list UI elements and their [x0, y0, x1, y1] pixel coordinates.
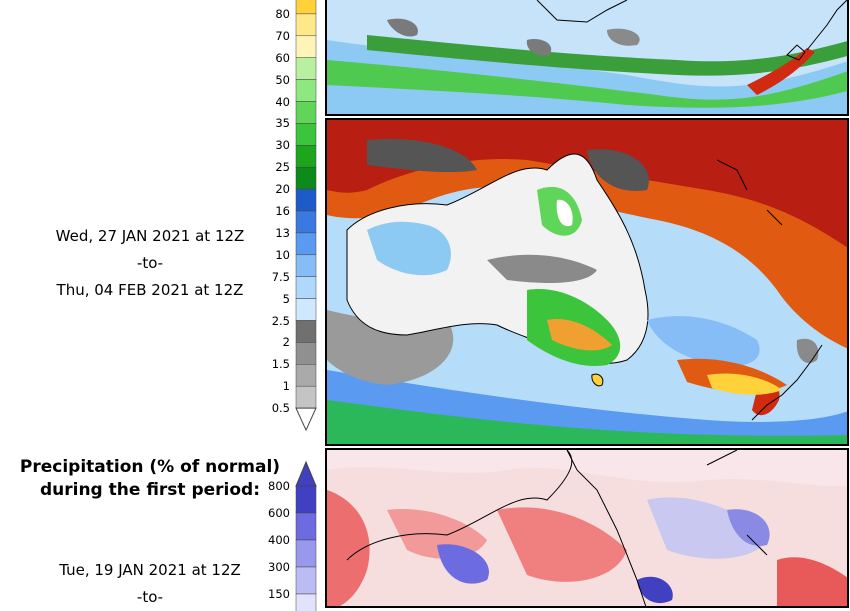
first-period-from: Tue, 19 JAN 2021 at 12Z — [59, 561, 241, 579]
colorbar-tick-label: 13 — [275, 225, 290, 240]
colorbar-segment — [295, 485, 317, 514]
colorbar-tick-label: 10 — [275, 247, 290, 262]
colorbar-segment — [295, 385, 317, 409]
colorbar-tick-label: 70 — [275, 28, 290, 43]
colorbar-tick-label: 800 — [268, 479, 290, 493]
colorbar-tick-label: 1 — [282, 379, 290, 394]
colorbar-tick-label: 35 — [275, 116, 290, 131]
colorbar-segment — [295, 188, 317, 212]
colorbar-tick-label: 7.5 — [271, 269, 290, 284]
colorbar-segment — [295, 364, 317, 387]
colorbar-segment — [295, 35, 317, 58]
pct-normal-title: Precipitation (% of normal) during the f… — [0, 456, 300, 502]
top-period-from: Wed, 27 JAN 2021 at 12Z — [55, 227, 245, 245]
colorbar-tick-label: 20 — [275, 182, 290, 197]
colorbar-segment — [295, 320, 317, 343]
pct-normal-colorbar — [295, 460, 317, 611]
colorbar-tick-label: 16 — [275, 204, 290, 218]
colorbar-tick-label: 50 — [275, 72, 290, 87]
colorbar-tick-label: 150 — [268, 587, 290, 601]
precip-map-top-period — [327, 120, 847, 444]
colorbar-tick-label: 2.5 — [271, 313, 290, 328]
map-panel-top-period — [325, 118, 849, 446]
precip-colorbar-svg — [295, 0, 317, 432]
first-period-dates: Tue, 19 JAN 2021 at 12Z -to- — [0, 557, 300, 611]
colorbar-tick-label: 30 — [275, 138, 290, 153]
map-panel-pct-normal — [325, 448, 849, 608]
colorbar-min-arrow — [295, 407, 317, 432]
pct-normal-title-line2: during the first period: — [39, 480, 261, 500]
first-period-separator: -to- — [136, 588, 164, 606]
colorbar-segment — [295, 342, 317, 365]
colorbar-tick-label: 0.5 — [271, 401, 290, 416]
colorbar-segment — [295, 0, 317, 15]
colorbar-tick-label: 400 — [268, 533, 290, 547]
colorbar-tick-label: 80 — [275, 6, 290, 21]
colorbar-tick-label: 5 — [282, 291, 290, 306]
pct-normal-title-line1: Precipitation (% of normal) — [19, 457, 281, 477]
colorbar-segment — [295, 13, 317, 37]
colorbar-tick-label: 2 — [282, 335, 290, 350]
colorbar-segment — [295, 512, 317, 541]
colorbar-tick-label: 40 — [275, 94, 290, 109]
colorbar-max-arrow — [295, 460, 317, 487]
pct-normal-colorbar-svg — [295, 460, 317, 611]
colorbar-segment — [295, 123, 317, 146]
colorbar-tick-label: 600 — [268, 506, 290, 520]
top-period-dates: Wed, 27 JAN 2021 at 12Z -to- Thu, 04 FEB… — [0, 223, 300, 304]
colorbar-tick-label: 1.5 — [271, 357, 290, 372]
colorbar-segment — [295, 79, 317, 102]
colorbar-tick-label: 300 — [268, 560, 290, 574]
colorbar-segment — [295, 57, 317, 80]
map-panel-top-partial — [325, 0, 849, 116]
colorbar-tick-label: 25 — [275, 160, 290, 175]
top-period-separator: -to- — [136, 254, 164, 272]
colorbar-segment — [295, 166, 317, 190]
precip-colorbar — [295, 0, 317, 432]
pct-normal-map — [327, 450, 847, 606]
top-period-to: Thu, 04 FEB 2021 at 12Z — [56, 281, 244, 299]
colorbar-tick-label: 60 — [275, 50, 290, 65]
colorbar-segment — [295, 101, 317, 124]
precip-map-top-partial — [327, 0, 847, 114]
colorbar-segment — [295, 145, 317, 168]
